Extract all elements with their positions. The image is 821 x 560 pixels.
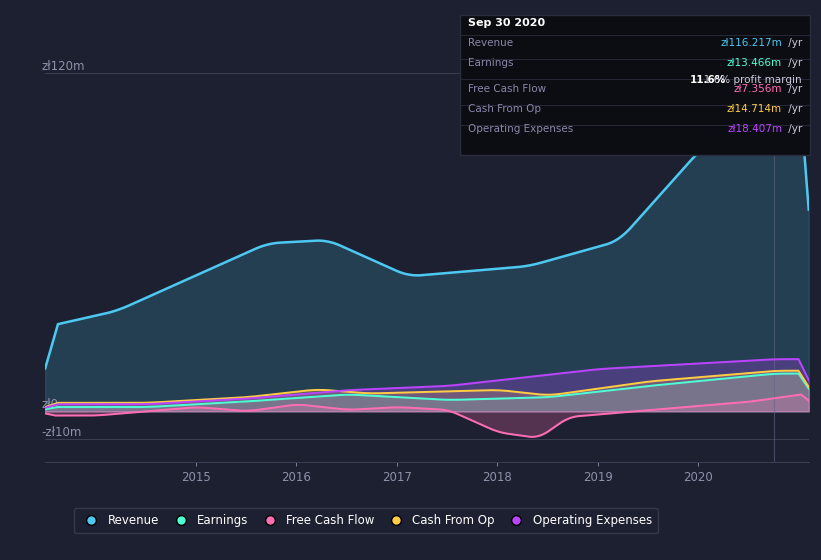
- Text: zł14.714m: zł14.714m: [727, 104, 782, 114]
- Text: zł116.217m: zł116.217m: [720, 38, 782, 48]
- Text: Operating Expenses: Operating Expenses: [468, 124, 573, 134]
- Text: Earnings: Earnings: [468, 58, 514, 68]
- Text: Sep 30 2020: Sep 30 2020: [468, 18, 545, 28]
- Text: zł120m: zł120m: [41, 60, 85, 73]
- Text: /yr: /yr: [785, 58, 802, 68]
- Text: 11.6% profit margin: 11.6% profit margin: [697, 75, 802, 85]
- Legend: Revenue, Earnings, Free Cash Flow, Cash From Op, Operating Expenses: Revenue, Earnings, Free Cash Flow, Cash …: [74, 508, 658, 533]
- Text: -zł10m: -zł10m: [41, 427, 82, 440]
- Text: /yr: /yr: [785, 104, 802, 114]
- Text: /yr: /yr: [785, 124, 802, 134]
- Text: Revenue: Revenue: [468, 38, 513, 48]
- Text: zł0: zł0: [41, 398, 58, 411]
- Text: 11.6%: 11.6%: [690, 75, 727, 85]
- Text: Free Cash Flow: Free Cash Flow: [468, 84, 546, 94]
- Text: /yr: /yr: [785, 84, 802, 94]
- Text: Cash From Op: Cash From Op: [468, 104, 541, 114]
- Text: zł18.407m: zł18.407m: [727, 124, 782, 134]
- Text: /yr: /yr: [785, 38, 802, 48]
- Text: zł7.356m: zł7.356m: [734, 84, 782, 94]
- Text: zł13.466m: zł13.466m: [727, 58, 782, 68]
